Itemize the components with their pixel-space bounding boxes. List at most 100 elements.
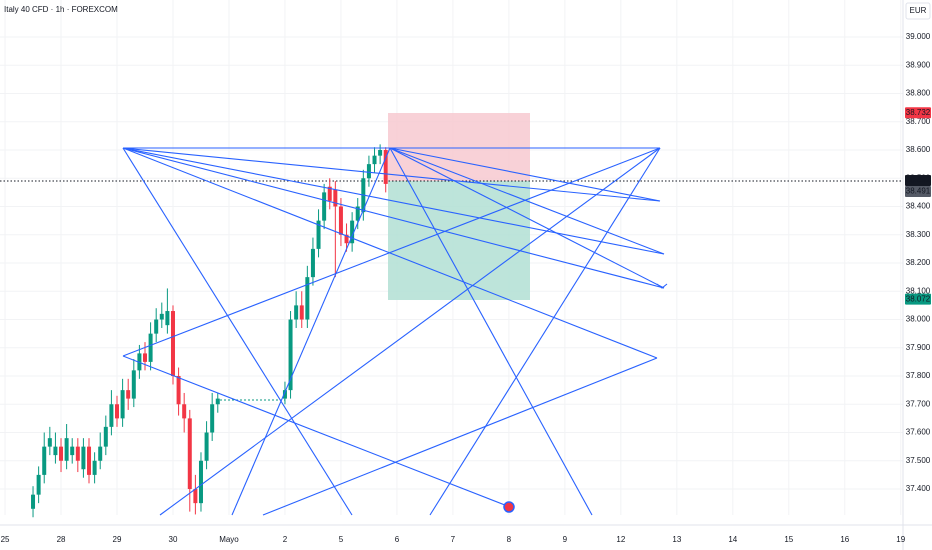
y-tick-label: 39.000	[906, 32, 931, 41]
candle-body	[327, 186, 332, 201]
trend-line	[389, 147, 661, 202]
candle-body	[115, 404, 120, 419]
trend-line	[122, 147, 661, 357]
candle-body	[182, 404, 187, 419]
price-label: 38.492	[906, 176, 931, 185]
trend-line	[122, 355, 511, 508]
trend-line	[122, 147, 661, 202]
candle-body	[165, 311, 170, 326]
stop-zone	[388, 113, 530, 181]
candle-body	[70, 446, 75, 456]
candle-body	[31, 494, 36, 509]
candle-body	[350, 220, 355, 244]
candle-body	[64, 438, 69, 461]
y-tick-label: 37.600	[906, 428, 931, 437]
candle-body	[47, 438, 52, 447]
x-tick-label: 7	[451, 535, 456, 544]
y-tick-label: 37.800	[906, 371, 931, 380]
x-tick-label: 9	[563, 535, 568, 544]
arrow-head	[656, 283, 668, 289]
candle-body	[344, 234, 349, 244]
candle-body	[98, 446, 103, 461]
price-label-box	[905, 175, 931, 187]
trend-line	[389, 147, 665, 255]
price-label: 38.732	[906, 108, 931, 117]
trend-line	[429, 147, 661, 516]
candle-body	[198, 460, 203, 504]
price-label-box	[905, 293, 931, 305]
x-tick-label: 8	[507, 535, 512, 544]
event-marker	[503, 501, 515, 513]
x-tick-label: 19	[896, 535, 905, 544]
x-tick-label: 14	[728, 535, 737, 544]
candle-body	[378, 150, 383, 156]
x-tick-label: 16	[840, 535, 849, 544]
candle-body	[282, 390, 287, 399]
x-tick-label: 2	[283, 535, 288, 544]
trend-line	[231, 147, 391, 516]
candle-body	[42, 446, 47, 475]
x-tick-label: 5	[339, 535, 344, 544]
currency: EUR	[910, 6, 927, 15]
trend-lines	[122, 147, 668, 516]
candle-body	[338, 206, 343, 235]
x-tick-label: Mayo	[219, 535, 239, 544]
trend-line	[159, 147, 661, 516]
candle-body	[176, 376, 181, 405]
y-tick-label: 38.100	[906, 286, 931, 295]
candle-body	[288, 319, 293, 391]
candle-body	[333, 189, 338, 207]
y-tick-label: 37.700	[906, 399, 931, 408]
x-tick-label: 15	[784, 535, 793, 544]
candle-body	[305, 277, 310, 320]
currency-box	[905, 2, 931, 20]
price-label-box	[905, 186, 931, 198]
trend-line	[262, 357, 658, 516]
candle-body	[193, 489, 198, 504]
candle-body	[294, 305, 299, 320]
candle-body	[187, 418, 192, 490]
candle-body	[170, 311, 175, 377]
candle-body	[366, 164, 371, 179]
candle-body	[36, 474, 41, 495]
y-tick-label: 38.300	[906, 230, 931, 239]
trend-line	[122, 147, 665, 289]
y-tick-label: 37.400	[906, 484, 931, 493]
price-label-box	[905, 107, 931, 119]
candle-body	[372, 155, 377, 165]
price-label: 38.491	[906, 187, 931, 196]
candle-body	[109, 404, 114, 427]
candle-body	[92, 460, 97, 475]
candle-body	[131, 370, 136, 399]
trend-line	[122, 147, 665, 255]
candle-body	[322, 192, 327, 221]
y-tick-label: 38.700	[906, 117, 931, 126]
candle-body	[87, 446, 92, 475]
candle-body	[299, 305, 304, 320]
candle-body	[310, 248, 315, 278]
candle-body	[355, 206, 360, 221]
x-tick-label: 28	[57, 535, 66, 544]
x-tick-label: 30	[169, 535, 178, 544]
x-tick-label: 29	[113, 535, 122, 544]
candle-body	[383, 150, 388, 184]
y-tick-label: 37.900	[906, 343, 931, 352]
target-zone	[388, 181, 530, 300]
price-label: 38.072	[906, 294, 931, 303]
trend-line	[389, 147, 593, 516]
x-tick-label: 13	[672, 535, 681, 544]
candle-body	[120, 390, 125, 419]
candle-body	[81, 446, 86, 470]
chart-title: Italy 40 CFD · 1h · FOREXCOM	[4, 5, 118, 14]
y-tick-label: 38.400	[906, 202, 931, 211]
candle-body	[75, 446, 80, 461]
candle-body	[159, 313, 164, 320]
candle-body	[215, 398, 220, 405]
candle-body	[59, 446, 64, 461]
trend-line	[123, 356, 657, 358]
y-tick-label: 38.200	[906, 258, 931, 267]
x-tick-label: 6	[395, 535, 400, 544]
candle-body	[148, 333, 153, 362]
trend-line	[122, 147, 353, 516]
